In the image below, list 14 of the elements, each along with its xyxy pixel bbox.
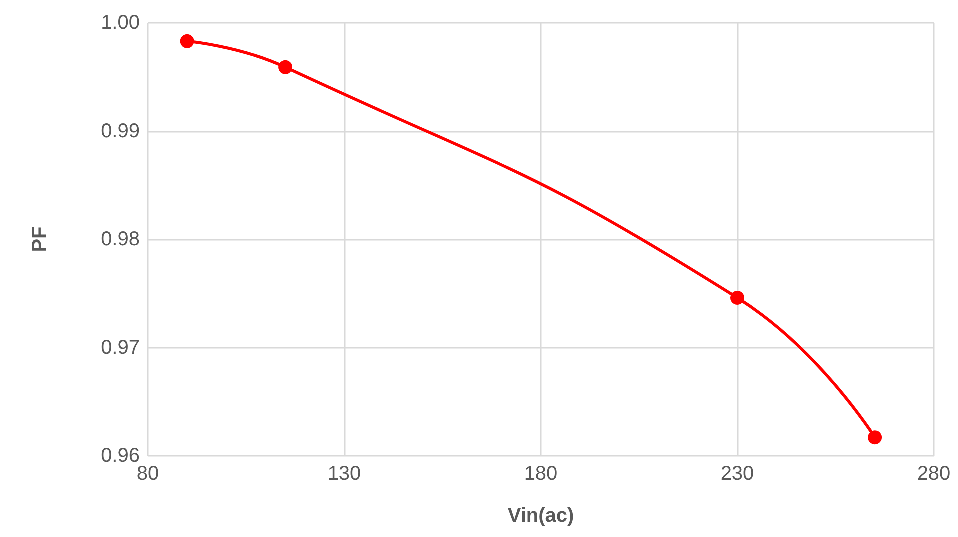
y-tick-label: 0.97 [101,336,140,359]
y-tick-label: 1.00 [101,12,140,34]
point [278,60,293,74]
point [730,290,744,305]
x-tick-label: 230 [720,463,754,485]
point [868,430,882,445]
x-axis-title: Vin(ac) [508,505,574,527]
x-tick-label: 180 [524,463,558,485]
y-tick-label: 0.98 [101,228,140,250]
x-tick-label: 130 [328,463,362,485]
y-axis-title: PF [29,226,51,252]
point [180,34,194,48]
y-tick-label: 0.99 [101,120,140,142]
x-tick-label: 280 [917,463,951,485]
